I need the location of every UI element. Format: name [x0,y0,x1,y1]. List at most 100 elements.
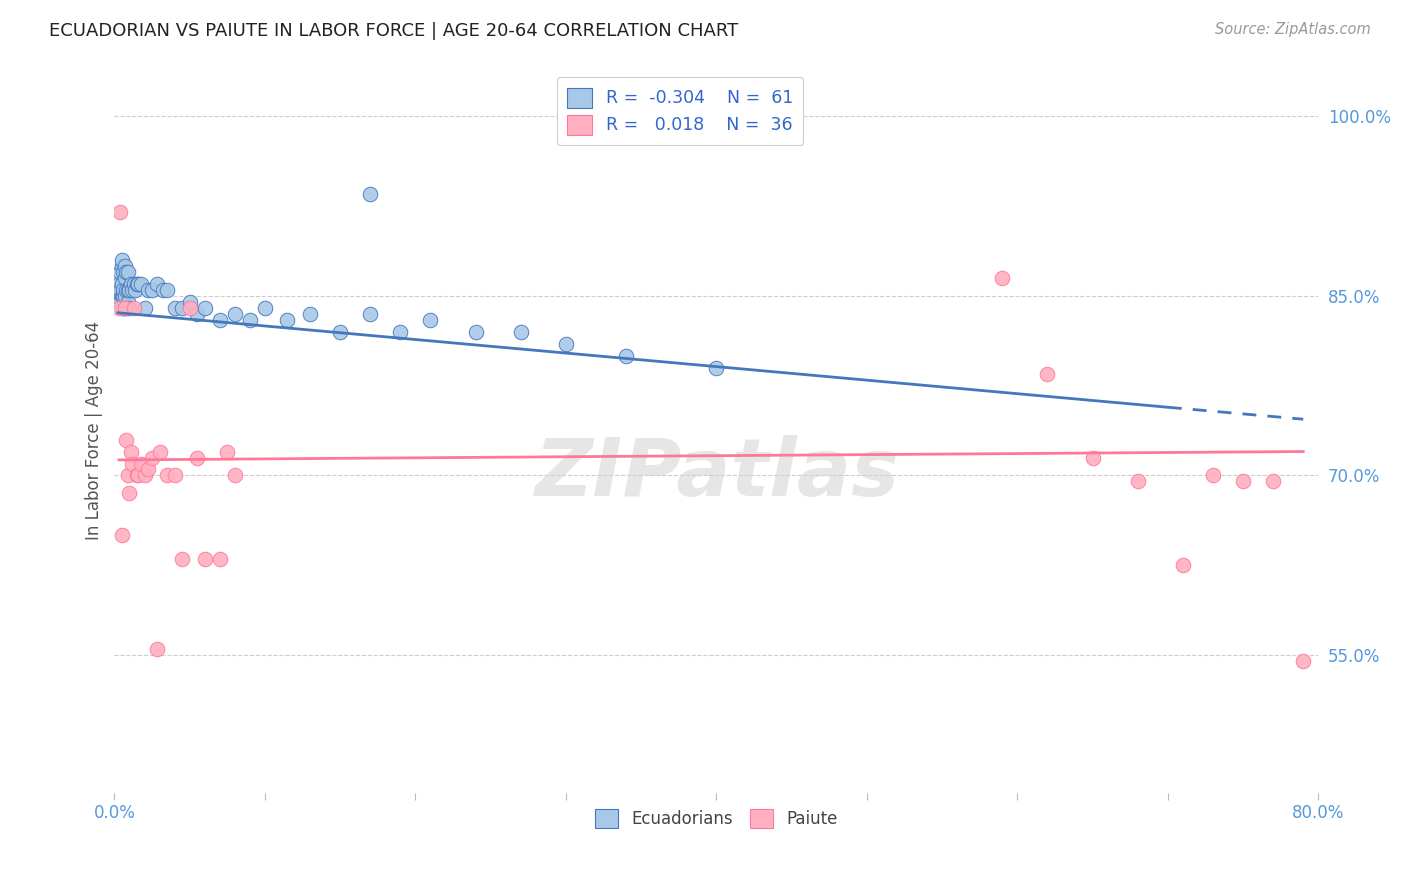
Point [110,294,132,309]
Point [112,289,135,303]
Point [991,271,1014,285]
Point [217,444,239,458]
Point [114,301,136,315]
Point [120,444,142,458]
Point [111,289,134,303]
Point [115,265,138,279]
Point [118,486,141,500]
Point [111,301,134,315]
Point [1261,475,1284,489]
Point [253,301,276,315]
Point [127,468,149,483]
Point [239,313,262,327]
Point [120,277,142,291]
Point [554,336,576,351]
Point [124,283,146,297]
Point [131,277,153,291]
Point [359,187,381,202]
Point [156,283,179,297]
Point [110,265,132,279]
Point [134,468,156,483]
Point [107,289,129,303]
Point [111,259,134,273]
Point [224,307,246,321]
Point [329,325,352,339]
Point [112,283,135,297]
Point [136,462,159,476]
Text: ZIPatlas: ZIPatlas [534,435,898,513]
Point [509,325,531,339]
Point [136,283,159,297]
Y-axis label: In Labor Force | Age 20-64: In Labor Force | Age 20-64 [86,321,103,541]
Point [122,277,145,291]
Point [1202,468,1225,483]
Point [108,294,131,309]
Point [194,552,217,566]
Point [117,283,139,297]
Point [125,277,148,291]
Point [127,277,149,291]
Point [359,307,381,321]
Point [117,265,139,279]
Point [111,253,134,268]
Point [186,307,208,321]
Point [108,301,131,315]
Point [111,277,134,291]
Point [464,325,486,339]
Point [141,450,163,465]
Point [148,444,170,458]
Point [141,283,163,297]
Point [121,457,143,471]
Point [110,283,132,297]
Text: Source: ZipAtlas.com: Source: ZipAtlas.com [1215,22,1371,37]
Point [114,289,136,303]
Point [704,360,727,375]
Point [117,294,139,309]
Point [1232,475,1254,489]
Point [172,552,194,566]
Point [117,468,139,483]
Point [111,528,134,542]
Point [299,307,322,321]
Point [112,301,135,315]
Point [115,283,138,297]
Point [156,468,179,483]
Point [114,259,136,273]
Point [110,205,132,219]
Point [145,277,167,291]
Point [1292,654,1315,668]
Point [118,301,141,315]
Point [145,642,167,657]
Point [194,301,217,315]
Point [179,294,201,309]
Point [134,301,156,315]
Point [419,313,441,327]
Point [208,313,231,327]
Point [1036,367,1059,381]
Point [1126,475,1149,489]
Point [108,277,131,291]
Point [224,468,246,483]
Point [152,283,174,297]
Point [131,457,153,471]
Point [276,313,298,327]
Point [1081,450,1104,465]
Point [163,468,186,483]
Point [186,450,208,465]
Point [125,468,148,483]
Text: ECUADORIAN VS PAIUTE IN LABOR FORCE | AGE 20-64 CORRELATION CHART: ECUADORIAN VS PAIUTE IN LABOR FORCE | AG… [49,22,738,40]
Point [112,265,135,279]
Point [389,325,412,339]
Point [614,349,637,363]
Point [208,552,231,566]
Legend: Ecuadorians, Paiute: Ecuadorians, Paiute [588,803,845,835]
Point [115,433,138,447]
Point [1171,558,1194,573]
Point [114,271,136,285]
Point [114,301,136,315]
Point [121,283,143,297]
Point [163,301,186,315]
Point [172,301,194,315]
Point [115,301,138,315]
Point [179,301,201,315]
